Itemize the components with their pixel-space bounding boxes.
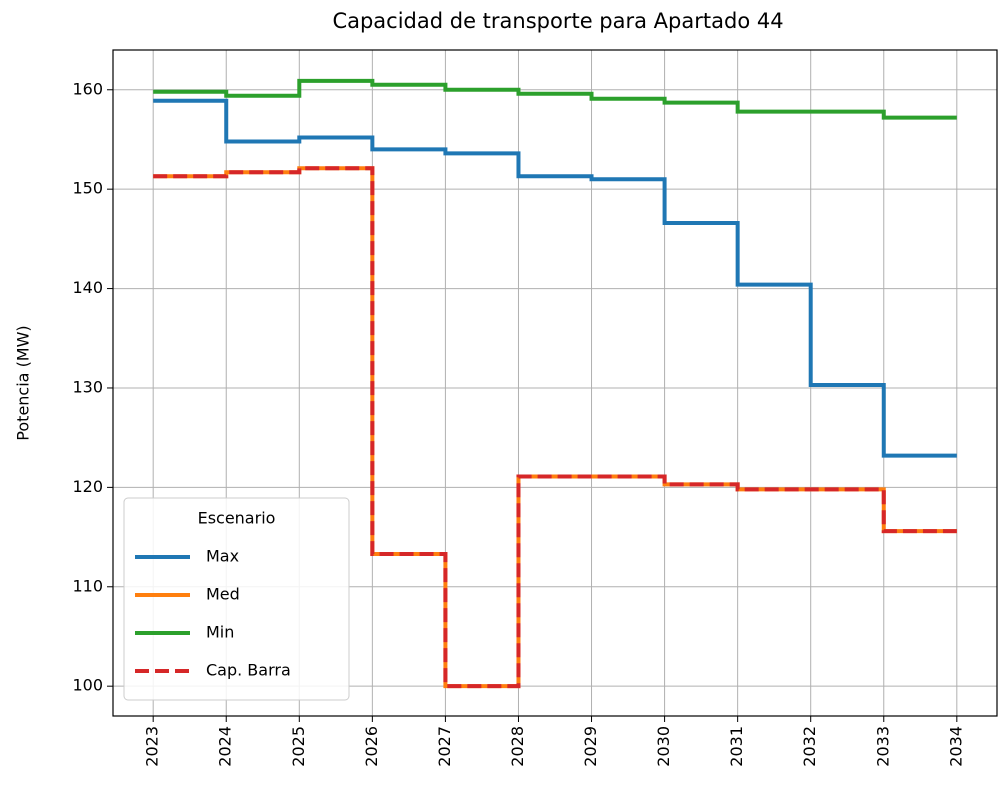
x-tick-label: 2033	[873, 726, 892, 767]
legend-label: Med	[206, 585, 240, 604]
legend-box	[123, 497, 350, 701]
y-tick-label: 100	[72, 676, 103, 695]
x-tick-label: 2034	[946, 726, 965, 767]
y-tick-label: 160	[72, 79, 103, 98]
y-tick-label: 150	[72, 179, 103, 198]
y-tick-label: 140	[72, 278, 103, 297]
y-tick-label: 130	[72, 377, 103, 396]
axes-frame	[112, 49, 998, 717]
x-tick-label: 2029	[581, 726, 600, 767]
series-line	[153, 166, 957, 689]
y-axis-label: Potencia (MW)	[14, 325, 33, 440]
legend-label: Max	[206, 547, 239, 566]
x-tick-label: 2026	[362, 726, 381, 767]
legend-label: Min	[206, 623, 234, 642]
x-tick-label: 2028	[508, 726, 527, 767]
x-tick-label: 2024	[216, 726, 235, 767]
chart-title: Capacidad de transporte para Apartado 44	[332, 9, 783, 33]
legend-label: Cap. Barra	[206, 661, 291, 680]
x-tick-label: 2030	[654, 726, 673, 767]
y-tick-label: 120	[72, 477, 103, 496]
x-tick-label: 2025	[289, 726, 308, 767]
y-tick-label: 110	[72, 576, 103, 595]
x-tick-label: 2032	[800, 726, 819, 767]
x-tick-label: 2031	[727, 726, 746, 767]
series-line	[153, 98, 957, 458]
x-tick-label: 2027	[435, 726, 454, 767]
x-tick-label: 2023	[143, 726, 162, 767]
series-line	[153, 78, 957, 120]
legend-title: Escenario	[198, 509, 276, 528]
